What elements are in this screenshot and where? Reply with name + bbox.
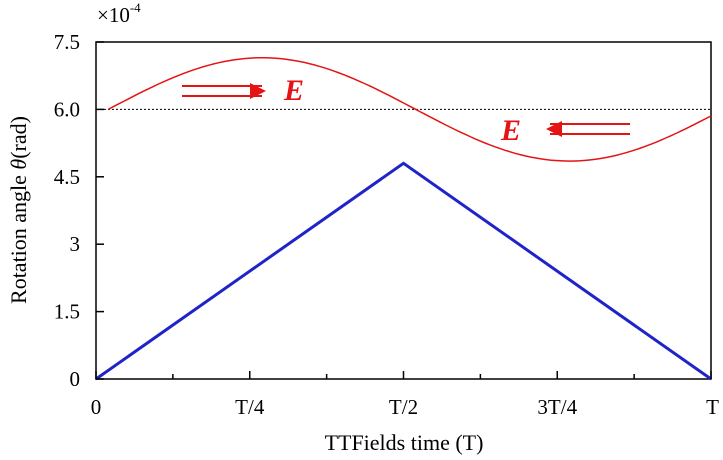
axis-ticks [95, 41, 712, 380]
x-tick-label-2: T/2 [389, 395, 418, 419]
y-axis-title-text: Rotation angle [6, 175, 31, 304]
x-tick-labels: 0 T/4 T/2 3T/4 T [91, 395, 719, 419]
x-tick-label-3: 3T/4 [537, 395, 577, 419]
annotation-e-left: E [500, 114, 630, 147]
x-tick-label-0: 0 [91, 395, 102, 419]
annotation-e-right-label: E [283, 74, 304, 107]
y-tick-label-4: 6.0 [54, 97, 80, 121]
y-tick-label-3: 4.5 [54, 165, 80, 189]
plot-frame [95, 41, 712, 380]
series-line-applied-field-e [107, 56, 712, 162]
y-tick-label-1: 1.5 [54, 300, 80, 324]
y-tick-labels: 0 1.5 3 4.5 6.0 7.5 [54, 30, 80, 391]
annotation-e-right: E [182, 74, 304, 107]
y-axis-title-symbol: θ [6, 159, 31, 170]
y-axis-title-unit: (rad) [6, 116, 31, 159]
series-line-rotation-angle [95, 161, 712, 381]
arrow-right-head [250, 83, 266, 99]
y-axis-exponent: ×10-4 [97, 0, 141, 27]
y-tick-label-0: 0 [70, 367, 81, 391]
x-axis-title: TTFields time (T) [325, 430, 484, 455]
x-tick-label-1: T/4 [235, 395, 265, 419]
annotation-e-left-label: E [500, 114, 521, 147]
y-axis-title: Rotation angle θ(rad) [6, 116, 31, 304]
arrow-left-head [546, 121, 562, 137]
y-tick-label-2: 3 [70, 232, 81, 256]
y-tick-label-5: 7.5 [54, 30, 80, 54]
y-exponent-power: -4 [130, 0, 141, 15]
x-tick-label-4: T [706, 395, 719, 419]
y-exponent-base: ×10 [97, 3, 130, 27]
